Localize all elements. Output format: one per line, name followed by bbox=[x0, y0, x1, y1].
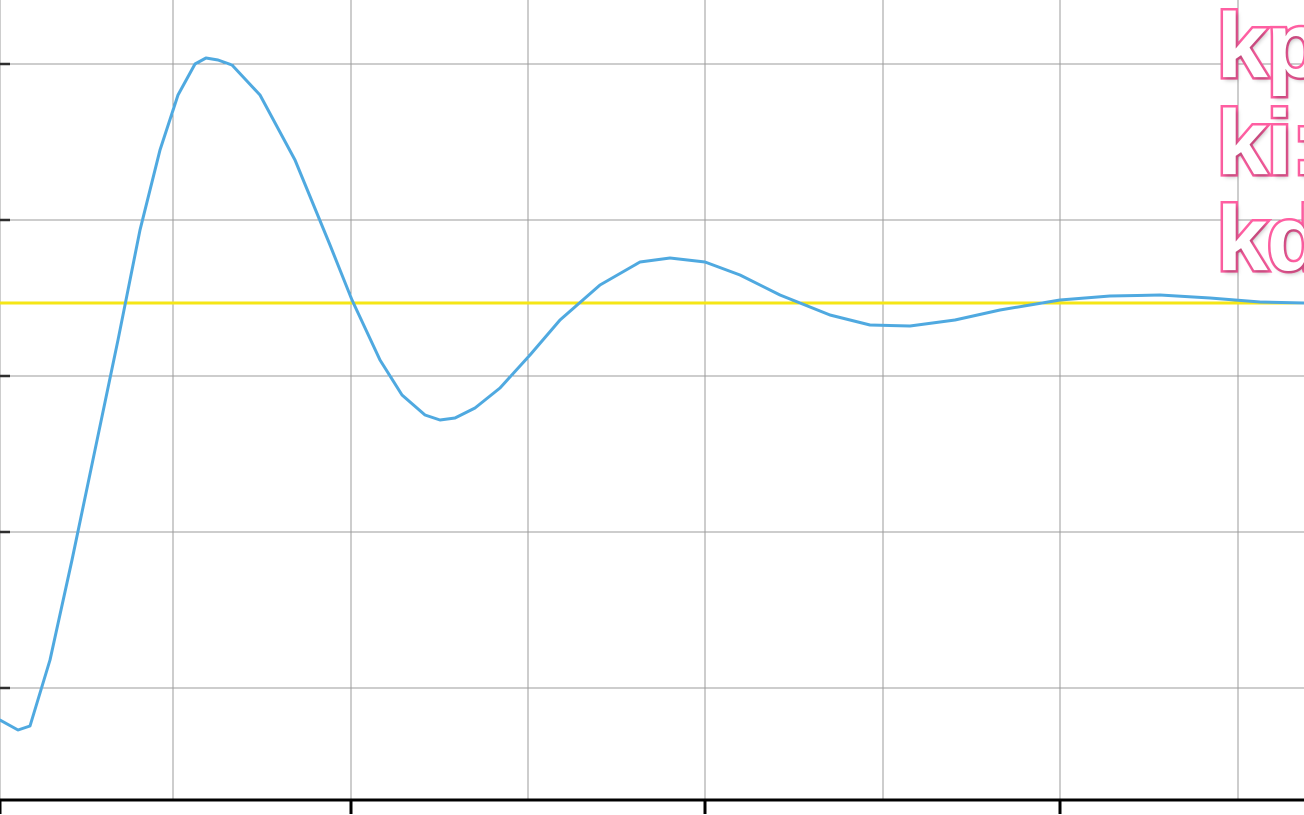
chart-svg bbox=[0, 0, 1304, 815]
kd-label: kd bbox=[1217, 191, 1304, 288]
pid-response-chart: kp ki: kd bbox=[0, 0, 1304, 815]
ki-label: ki: bbox=[1217, 95, 1304, 192]
kp-label: kp bbox=[1217, 0, 1304, 95]
pid-param-labels: kp ki: kd bbox=[1199, 0, 1304, 288]
